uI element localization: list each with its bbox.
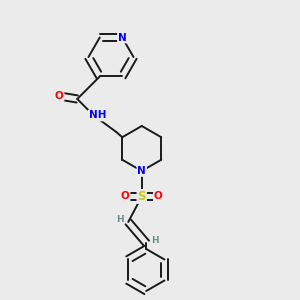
- Text: O: O: [55, 91, 64, 101]
- Text: O: O: [121, 191, 130, 202]
- Text: S: S: [137, 190, 146, 203]
- Text: N: N: [118, 32, 127, 43]
- Text: H: H: [151, 236, 158, 245]
- Text: N: N: [137, 166, 146, 176]
- Text: O: O: [154, 191, 163, 202]
- Text: H: H: [116, 215, 124, 224]
- Text: NH: NH: [88, 110, 106, 121]
